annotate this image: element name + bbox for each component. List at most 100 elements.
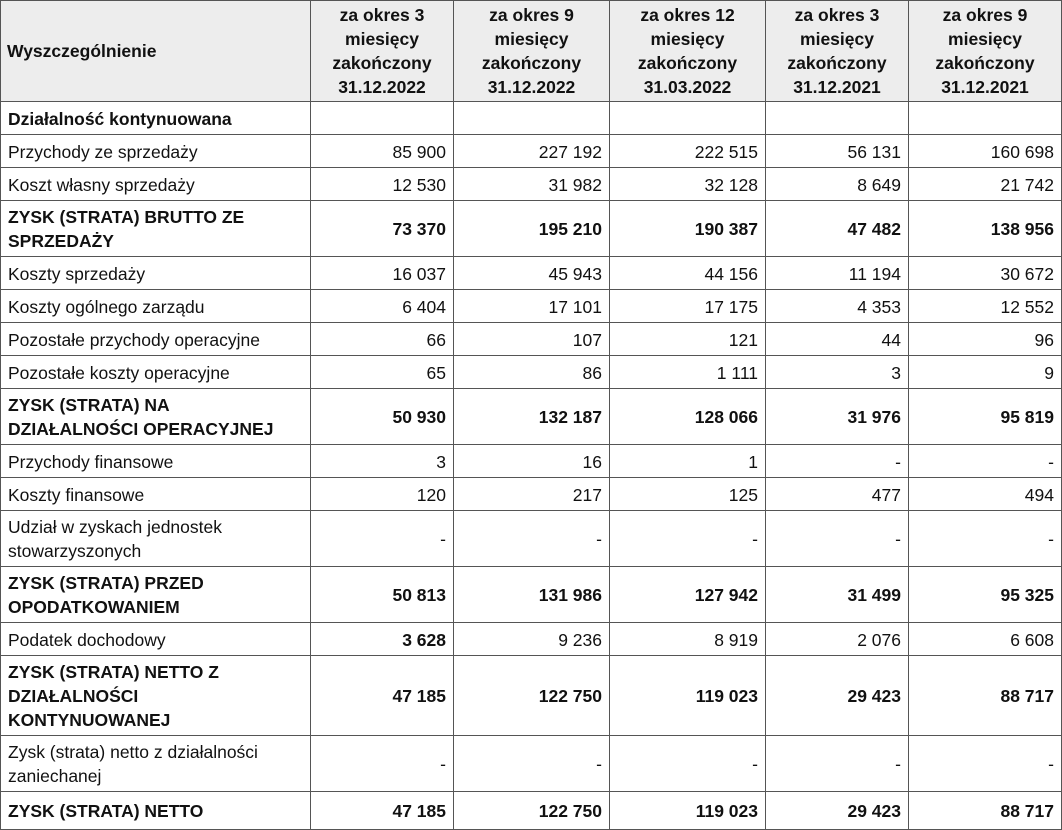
empty-cell (765, 101, 909, 135)
value-cell: 122 750 (453, 791, 610, 830)
value-cell: 131 986 (453, 566, 610, 623)
row-label: Pozostałe koszty operacyjne (0, 355, 311, 389)
table-row: Pozostałe koszty operacyjne 65 86 1 111 3 9 (0, 355, 1062, 389)
empty-cell (609, 101, 766, 135)
empty-cell (310, 101, 454, 135)
value-cell: - (609, 510, 766, 567)
value-cell: - (765, 444, 909, 478)
row-label: Przychody finansowe (0, 444, 311, 478)
table-row: Udział w zyskach jednostek stowarzyszony… (0, 510, 1062, 567)
value-cell: 3 (310, 444, 454, 478)
value-cell: 132 187 (453, 388, 610, 445)
value-cell: 128 066 (609, 388, 766, 445)
table-row: ZYSK (STRATA) BRUTTO ZE SPRZEDAŻY 73 370 1… (0, 200, 1062, 257)
value-cell: 494 (908, 477, 1062, 511)
value-cell: 56 131 (765, 134, 909, 168)
value-cell: 119 023 (609, 791, 766, 830)
value-cell: 160 698 (908, 134, 1062, 168)
header-cell: za okres 3 miesięcy zakończony 31.12.202… (310, 0, 454, 102)
value-cell: 50 813 (310, 566, 454, 623)
value-cell: - (765, 510, 909, 567)
value-cell: 96 (908, 322, 1062, 356)
table-row: Pozostałe przychody operacyjne 66 107 121 44… (0, 322, 1062, 356)
row-label: Pozostałe przychody operacyjne (0, 322, 311, 356)
value-cell: 44 156 (609, 256, 766, 290)
value-cell: 32 128 (609, 167, 766, 201)
value-cell: 47 482 (765, 200, 909, 257)
table-row: Działalność kontynuowana (0, 101, 1062, 135)
value-cell: 477 (765, 477, 909, 511)
value-cell: 217 (453, 477, 610, 511)
header-cell: za okres 3 miesięcy zakończony 31.12.202… (765, 0, 909, 102)
value-cell: 11 194 (765, 256, 909, 290)
table-row: Podatek dochodowy 3 628 9 236 8 919 2 076 6 6… (0, 622, 1062, 656)
row-label: Działalność kontynuowana (0, 101, 311, 135)
value-cell: 47 185 (310, 791, 454, 830)
empty-cell (908, 101, 1062, 135)
value-cell: 88 717 (908, 655, 1062, 736)
row-label: Koszt własny sprzedaży (0, 167, 311, 201)
row-label: ZYSK (STRATA) NA DZIAŁALNOŚCI OPERACYJNE… (0, 388, 311, 445)
header-cell: Wyszczególnienie (0, 0, 311, 102)
row-label: Koszty sprzedaży (0, 256, 311, 290)
value-cell: 47 185 (310, 655, 454, 736)
value-cell: 95 819 (908, 388, 1062, 445)
row-label: Przychody ze sprzedaży (0, 134, 311, 168)
value-cell: - (453, 735, 610, 792)
value-cell: 6 608 (908, 622, 1062, 656)
value-cell: 86 (453, 355, 610, 389)
table-row: ZYSK (STRATA) NETTO 47 185 122 750 119 023 2… (0, 791, 1062, 830)
value-cell: 17 175 (609, 289, 766, 323)
value-cell: 1 (609, 444, 766, 478)
header-cell: za okres 12 miesięcy zakończony 31.03.20… (609, 0, 766, 102)
value-cell: 120 (310, 477, 454, 511)
table-body: Działalność kontynuowana Przychody ze spr… (0, 101, 1062, 830)
value-cell: 121 (609, 322, 766, 356)
value-cell: 73 370 (310, 200, 454, 257)
value-cell: 195 210 (453, 200, 610, 257)
table-row: Przychody ze sprzedaży 85 900 227 192 222 5… (0, 134, 1062, 168)
value-cell: - (908, 735, 1062, 792)
header-cell: za okres 9 miesięcy zakończony 31.12.202… (908, 0, 1062, 102)
header-cell: za okres 9 miesięcy zakończony 31.12.202… (453, 0, 610, 102)
value-cell: - (908, 510, 1062, 567)
value-cell: 30 672 (908, 256, 1062, 290)
value-cell: - (310, 735, 454, 792)
value-cell: 17 101 (453, 289, 610, 323)
value-cell: 122 750 (453, 655, 610, 736)
value-cell: 227 192 (453, 134, 610, 168)
value-cell: - (310, 510, 454, 567)
row-label: Podatek dochodowy (0, 622, 311, 656)
value-cell: 1 111 (609, 355, 766, 389)
row-label: Koszty finansowe (0, 477, 311, 511)
table-row: Koszty ogólnego zarządu 6 404 17 101 17 175… (0, 289, 1062, 323)
table-row: Koszty sprzedaży 16 037 45 943 44 156 11 194… (0, 256, 1062, 290)
table-row: Koszty finansowe 120 217 125 477 494 (0, 477, 1062, 511)
value-cell: 16 (453, 444, 610, 478)
value-cell: 44 (765, 322, 909, 356)
value-cell: 95 325 (908, 566, 1062, 623)
value-cell: 65 (310, 355, 454, 389)
value-cell: 85 900 (310, 134, 454, 168)
table-row: ZYSK (STRATA) NETTO Z DZIAŁALNOŚCI KONTY… (0, 655, 1062, 736)
value-cell: 21 742 (908, 167, 1062, 201)
value-cell: 9 (908, 355, 1062, 389)
table-header: Wyszczególnienie za okres 3 miesięcy zako… (0, 0, 1062, 102)
value-cell: 31 499 (765, 566, 909, 623)
value-cell: 6 404 (310, 289, 454, 323)
row-label: ZYSK (STRATA) NETTO Z DZIAŁALNOŚCI KONTY… (0, 655, 311, 736)
table-row: Przychody finansowe 3 16 1- - (0, 444, 1062, 478)
value-cell: 190 387 (609, 200, 766, 257)
value-cell: 222 515 (609, 134, 766, 168)
row-label: Zysk (strata) netto z działalności zanie… (0, 735, 311, 792)
row-label: ZYSK (STRATA) BRUTTO ZE SPRZEDAŻY (0, 200, 311, 257)
value-cell: 31 982 (453, 167, 610, 201)
value-cell: 3 (765, 355, 909, 389)
value-cell: 3 628 (310, 622, 454, 656)
value-cell: 8 649 (765, 167, 909, 201)
value-cell: 29 423 (765, 791, 909, 830)
value-cell: 8 919 (609, 622, 766, 656)
value-cell: 31 976 (765, 388, 909, 445)
value-cell: 12 530 (310, 167, 454, 201)
